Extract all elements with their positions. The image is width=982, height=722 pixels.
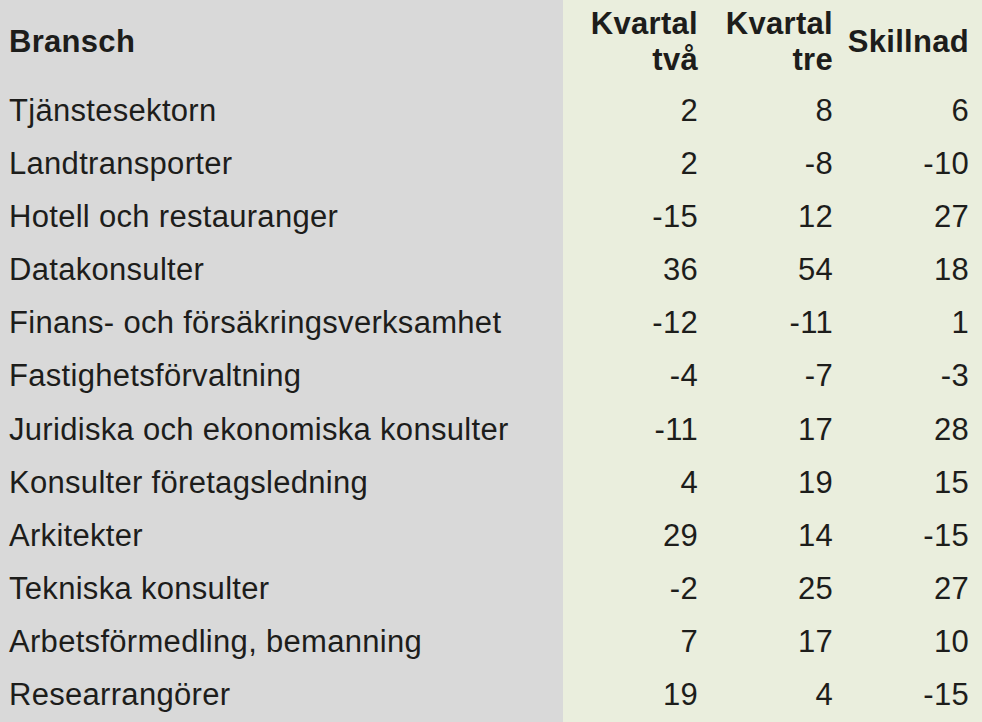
diff-value: 10 — [835, 616, 982, 669]
q3-value: 8 — [700, 84, 835, 137]
q2-value: -15 — [563, 190, 700, 243]
q2-value: 4 — [563, 456, 700, 509]
q2-value: 19 — [563, 669, 700, 722]
q3-value: 4 — [700, 669, 835, 722]
q2-value: -4 — [563, 350, 700, 403]
bransch-quarterly-table: Bransch Kvartal två Kvartal tre Skillnad… — [0, 0, 982, 722]
q2-value: 7 — [563, 616, 700, 669]
q2-value: -11 — [563, 403, 700, 456]
row-label: Konsulter företagsledning — [0, 456, 563, 509]
column-header-bransch: Bransch — [0, 0, 563, 84]
diff-value: -3 — [835, 350, 982, 403]
diff-value: 28 — [835, 403, 982, 456]
row-label: Juridiska och ekonomiska konsulter — [0, 403, 563, 456]
diff-value: 15 — [835, 456, 982, 509]
row-label: Arkitekter — [0, 509, 563, 562]
q3-value: 17 — [700, 616, 835, 669]
q3-value: 54 — [700, 244, 835, 297]
q3-value: -7 — [700, 350, 835, 403]
q3-value: 17 — [700, 403, 835, 456]
q2-value: 2 — [563, 137, 700, 190]
q3-value: 19 — [700, 456, 835, 509]
diff-value: 27 — [835, 563, 982, 616]
q2-value: 29 — [563, 509, 700, 562]
row-label: Tjänstesektorn — [0, 84, 563, 137]
column-header-skillnad: Skillnad — [835, 0, 982, 84]
q2-value: 2 — [563, 84, 700, 137]
row-label: Tekniska konsulter — [0, 563, 563, 616]
q3-value: 12 — [700, 190, 835, 243]
q3-value: 14 — [700, 509, 835, 562]
q2-value: -12 — [563, 297, 700, 350]
q3-value: -8 — [700, 137, 835, 190]
diff-value: -15 — [835, 509, 982, 562]
row-label: Hotell och restauranger — [0, 190, 563, 243]
diff-value: 1 — [835, 297, 982, 350]
row-label: Landtransporter — [0, 137, 563, 190]
row-label: Arbetsförmedling, bemanning — [0, 616, 563, 669]
q3-value: 25 — [700, 563, 835, 616]
row-label: Researrangörer — [0, 669, 563, 722]
column-header-kvartal-tva: Kvartal två — [563, 0, 700, 84]
column-header-kvartal-tre: Kvartal tre — [700, 0, 835, 84]
q3-value: -11 — [700, 297, 835, 350]
row-label: Datakonsulter — [0, 244, 563, 297]
q2-value: 36 — [563, 244, 700, 297]
diff-value: -10 — [835, 137, 982, 190]
row-label: Finans- och försäkringsverksamhet — [0, 297, 563, 350]
diff-value: -15 — [835, 669, 982, 722]
diff-value: 6 — [835, 84, 982, 137]
q2-value: -2 — [563, 563, 700, 616]
diff-value: 18 — [835, 244, 982, 297]
diff-value: 27 — [835, 190, 982, 243]
row-label: Fastighetsförvaltning — [0, 350, 563, 403]
